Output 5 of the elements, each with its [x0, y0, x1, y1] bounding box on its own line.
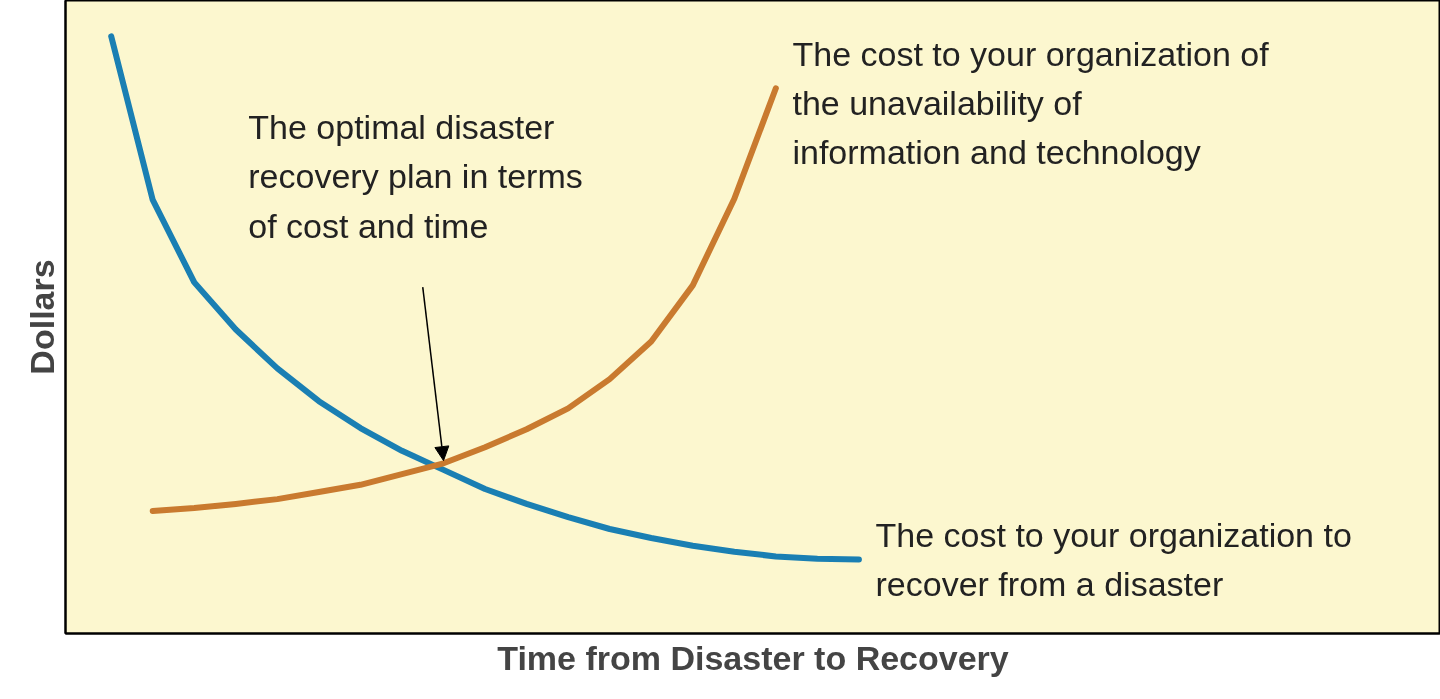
annotation: The optimal disaster recovery plan in terms of cost and time: [248, 107, 583, 245]
series-label: The cost to your organization to recover from a disaster: [875, 515, 1352, 604]
y-axis-title: Dollars: [22, 259, 61, 375]
series-label: The cost to your organization of the unavailability of information and technology: [792, 34, 1270, 172]
x-axis-title: Time from Disaster to Recovery: [497, 638, 1009, 677]
